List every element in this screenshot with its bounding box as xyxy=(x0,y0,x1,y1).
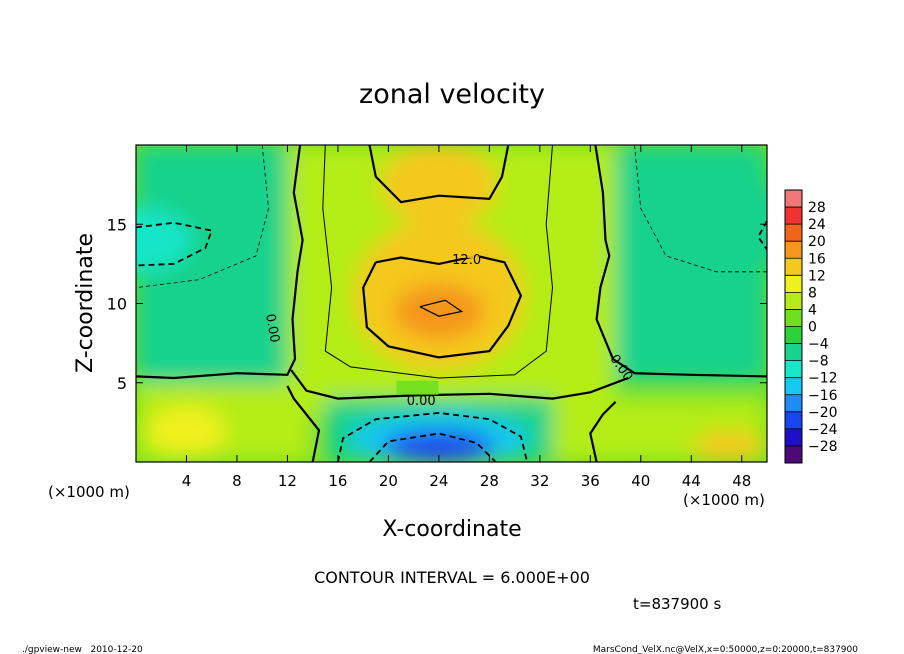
x-tick-label: 12 xyxy=(278,472,297,490)
x-axis: 4 8 12 16 20 24 28 32 36 40 44 48 xyxy=(182,145,751,490)
colorbar-swatch xyxy=(785,190,802,208)
x-unit-right: (×1000 m) xyxy=(683,491,765,509)
x-tick-label: 28 xyxy=(480,472,499,490)
y-tick-label: 5 xyxy=(117,374,127,393)
colorbar-label: 4 xyxy=(808,302,817,318)
footer-left: ./gpview-new 2010-12-20 xyxy=(22,645,143,654)
plot-area: 12.00.000.000.00 xyxy=(136,145,767,462)
contour-lines: 12.00.000.000.00 xyxy=(136,145,767,462)
contour-label-zero-left: 0.00 xyxy=(262,313,282,344)
colorbar-swatch xyxy=(785,326,802,344)
x-tick-label: 16 xyxy=(328,472,347,490)
contour-12-core xyxy=(362,254,523,359)
contour-neg3-right xyxy=(634,145,767,273)
x-tick-label: 20 xyxy=(379,472,398,490)
contour-neg6-bottom xyxy=(337,411,529,462)
contour-12-upper xyxy=(368,145,510,204)
colorbar-label: 0 xyxy=(808,320,817,336)
colorbar-swatch xyxy=(785,428,802,447)
contour-neg6-left xyxy=(136,221,213,267)
y-axis: 5 10 15 xyxy=(107,215,767,393)
colorbar-swatch xyxy=(785,411,802,430)
contour-6 xyxy=(322,145,554,379)
colorbar-label: 28 xyxy=(808,200,826,216)
colorbar-label: −4 xyxy=(808,337,829,353)
field-blob xyxy=(380,145,497,225)
colorbar-swatch xyxy=(785,224,802,242)
x-tick-label: 4 xyxy=(182,472,192,490)
field-blob xyxy=(722,184,767,265)
colorbar-label: 12 xyxy=(808,268,826,284)
colorbar-swatch xyxy=(785,275,802,293)
colorbar-label: −20 xyxy=(808,405,838,421)
colorbar-swatch xyxy=(785,394,802,413)
x-tick-label: 48 xyxy=(732,472,751,490)
x-tick-label: 44 xyxy=(682,472,701,490)
contour-zero-left xyxy=(136,145,304,380)
x-tick-label: 36 xyxy=(581,472,600,490)
y-tick-label: 15 xyxy=(107,215,127,234)
x-tick-label: 40 xyxy=(631,472,650,490)
y-axis-label: Z-coordinate xyxy=(73,233,98,373)
contour-zero-lower-left xyxy=(286,385,321,462)
colorbar-swatch xyxy=(785,377,802,396)
field-blob xyxy=(393,283,484,340)
field-blob xyxy=(146,405,227,456)
colorbar-label: −16 xyxy=(808,388,838,404)
footer-right: MarsCond_VelX.nc@VelX,x=0:50000,z=0:2000… xyxy=(593,645,858,654)
colorbar-label: −12 xyxy=(808,371,838,387)
contour-18-core xyxy=(419,299,464,317)
colorbar-label: 20 xyxy=(808,234,826,250)
contour-zero-right xyxy=(594,145,767,378)
x-unit-left: (×1000 m) xyxy=(48,483,130,501)
colorbar-label: 8 xyxy=(808,285,817,301)
velocity-field xyxy=(136,145,767,462)
x-tick-label: 32 xyxy=(530,472,549,490)
x-tick-label: 24 xyxy=(429,472,448,490)
contour-neg3-left xyxy=(136,145,269,288)
colorbar-label: 16 xyxy=(808,251,826,267)
colorbar-swatch xyxy=(785,258,802,276)
contour-label-zero-mid: 0.00 xyxy=(407,394,436,409)
colorbar-swatch xyxy=(785,241,802,259)
colorbar-label: −24 xyxy=(808,422,838,438)
colorbar-label: −28 xyxy=(808,439,838,455)
colorbar-swatch xyxy=(785,309,802,327)
colorbar-swatch xyxy=(785,343,802,361)
contour-zero-mid xyxy=(290,369,629,400)
contour-interval-text: CONTOUR INTERVAL = 6.000E+00 xyxy=(314,568,590,587)
y-tick-label: 10 xyxy=(107,295,127,314)
contour-label-12: 12.0 xyxy=(452,253,481,268)
colorbar-swatch xyxy=(785,445,802,464)
colorbar-swatch xyxy=(785,207,802,225)
x-tick-label: 8 xyxy=(232,472,242,490)
colorbar-label: 24 xyxy=(808,217,826,233)
colorbar-swatch xyxy=(785,360,802,378)
field-blob xyxy=(694,431,765,462)
colorbar-swatch xyxy=(785,292,802,310)
chart-title: zonal velocity xyxy=(359,79,545,110)
colorbar-label: −8 xyxy=(808,354,829,370)
contour-zero-lower-right xyxy=(589,401,617,462)
time-label: t=837900 s xyxy=(633,595,721,613)
x-axis-label: X-coordinate xyxy=(382,517,521,542)
